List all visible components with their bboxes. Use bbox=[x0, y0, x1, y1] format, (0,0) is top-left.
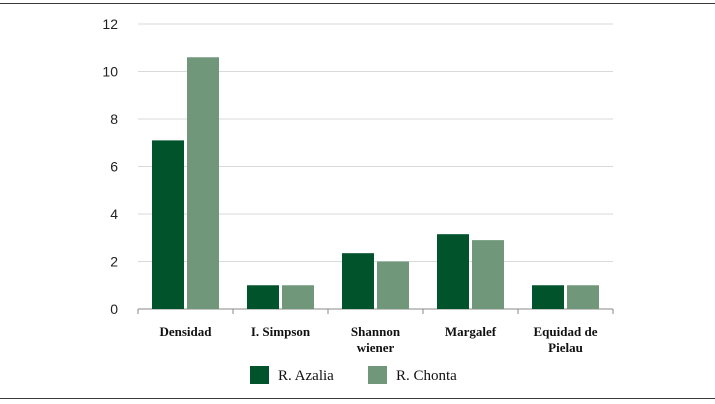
bar-r-chonta-1 bbox=[282, 285, 314, 309]
bar-r-azalia-3 bbox=[437, 234, 469, 309]
x-category-label: I. Simpson bbox=[251, 324, 311, 339]
legend-swatch-1 bbox=[368, 366, 387, 384]
y-tick-label: 12 bbox=[102, 16, 118, 32]
x-category-label: wiener bbox=[357, 340, 395, 355]
bar-r-chonta-4 bbox=[567, 285, 599, 309]
y-tick-label: 2 bbox=[110, 254, 118, 270]
x-category-label: Densidad bbox=[159, 324, 212, 339]
bar-r-chonta-0 bbox=[187, 57, 219, 309]
legend-swatch-0 bbox=[250, 366, 269, 384]
legend-label: R. Azalia bbox=[278, 368, 334, 384]
y-tick-label: 0 bbox=[110, 301, 118, 317]
bar-r-azalia-4 bbox=[532, 285, 564, 309]
x-category-label: Equidad de bbox=[534, 324, 598, 339]
y-tick-label: 4 bbox=[110, 206, 118, 222]
bar-r-chonta-3 bbox=[472, 240, 504, 309]
bar-r-azalia-1 bbox=[247, 285, 279, 309]
bottom-rule bbox=[0, 398, 715, 399]
bar-r-azalia-0 bbox=[152, 140, 184, 309]
x-category-label: Shannon bbox=[351, 324, 401, 339]
y-tick-label: 8 bbox=[110, 111, 118, 127]
legend-label: R. Chonta bbox=[396, 368, 457, 384]
x-category-label: Pielau bbox=[548, 340, 583, 355]
y-tick-label: 10 bbox=[102, 64, 118, 80]
bar-r-azalia-2 bbox=[342, 253, 374, 309]
bar-r-chonta-2 bbox=[377, 261, 409, 309]
top-rule bbox=[0, 3, 715, 4]
x-category-label: Margalef bbox=[445, 324, 497, 339]
y-tick-label: 6 bbox=[110, 159, 118, 175]
